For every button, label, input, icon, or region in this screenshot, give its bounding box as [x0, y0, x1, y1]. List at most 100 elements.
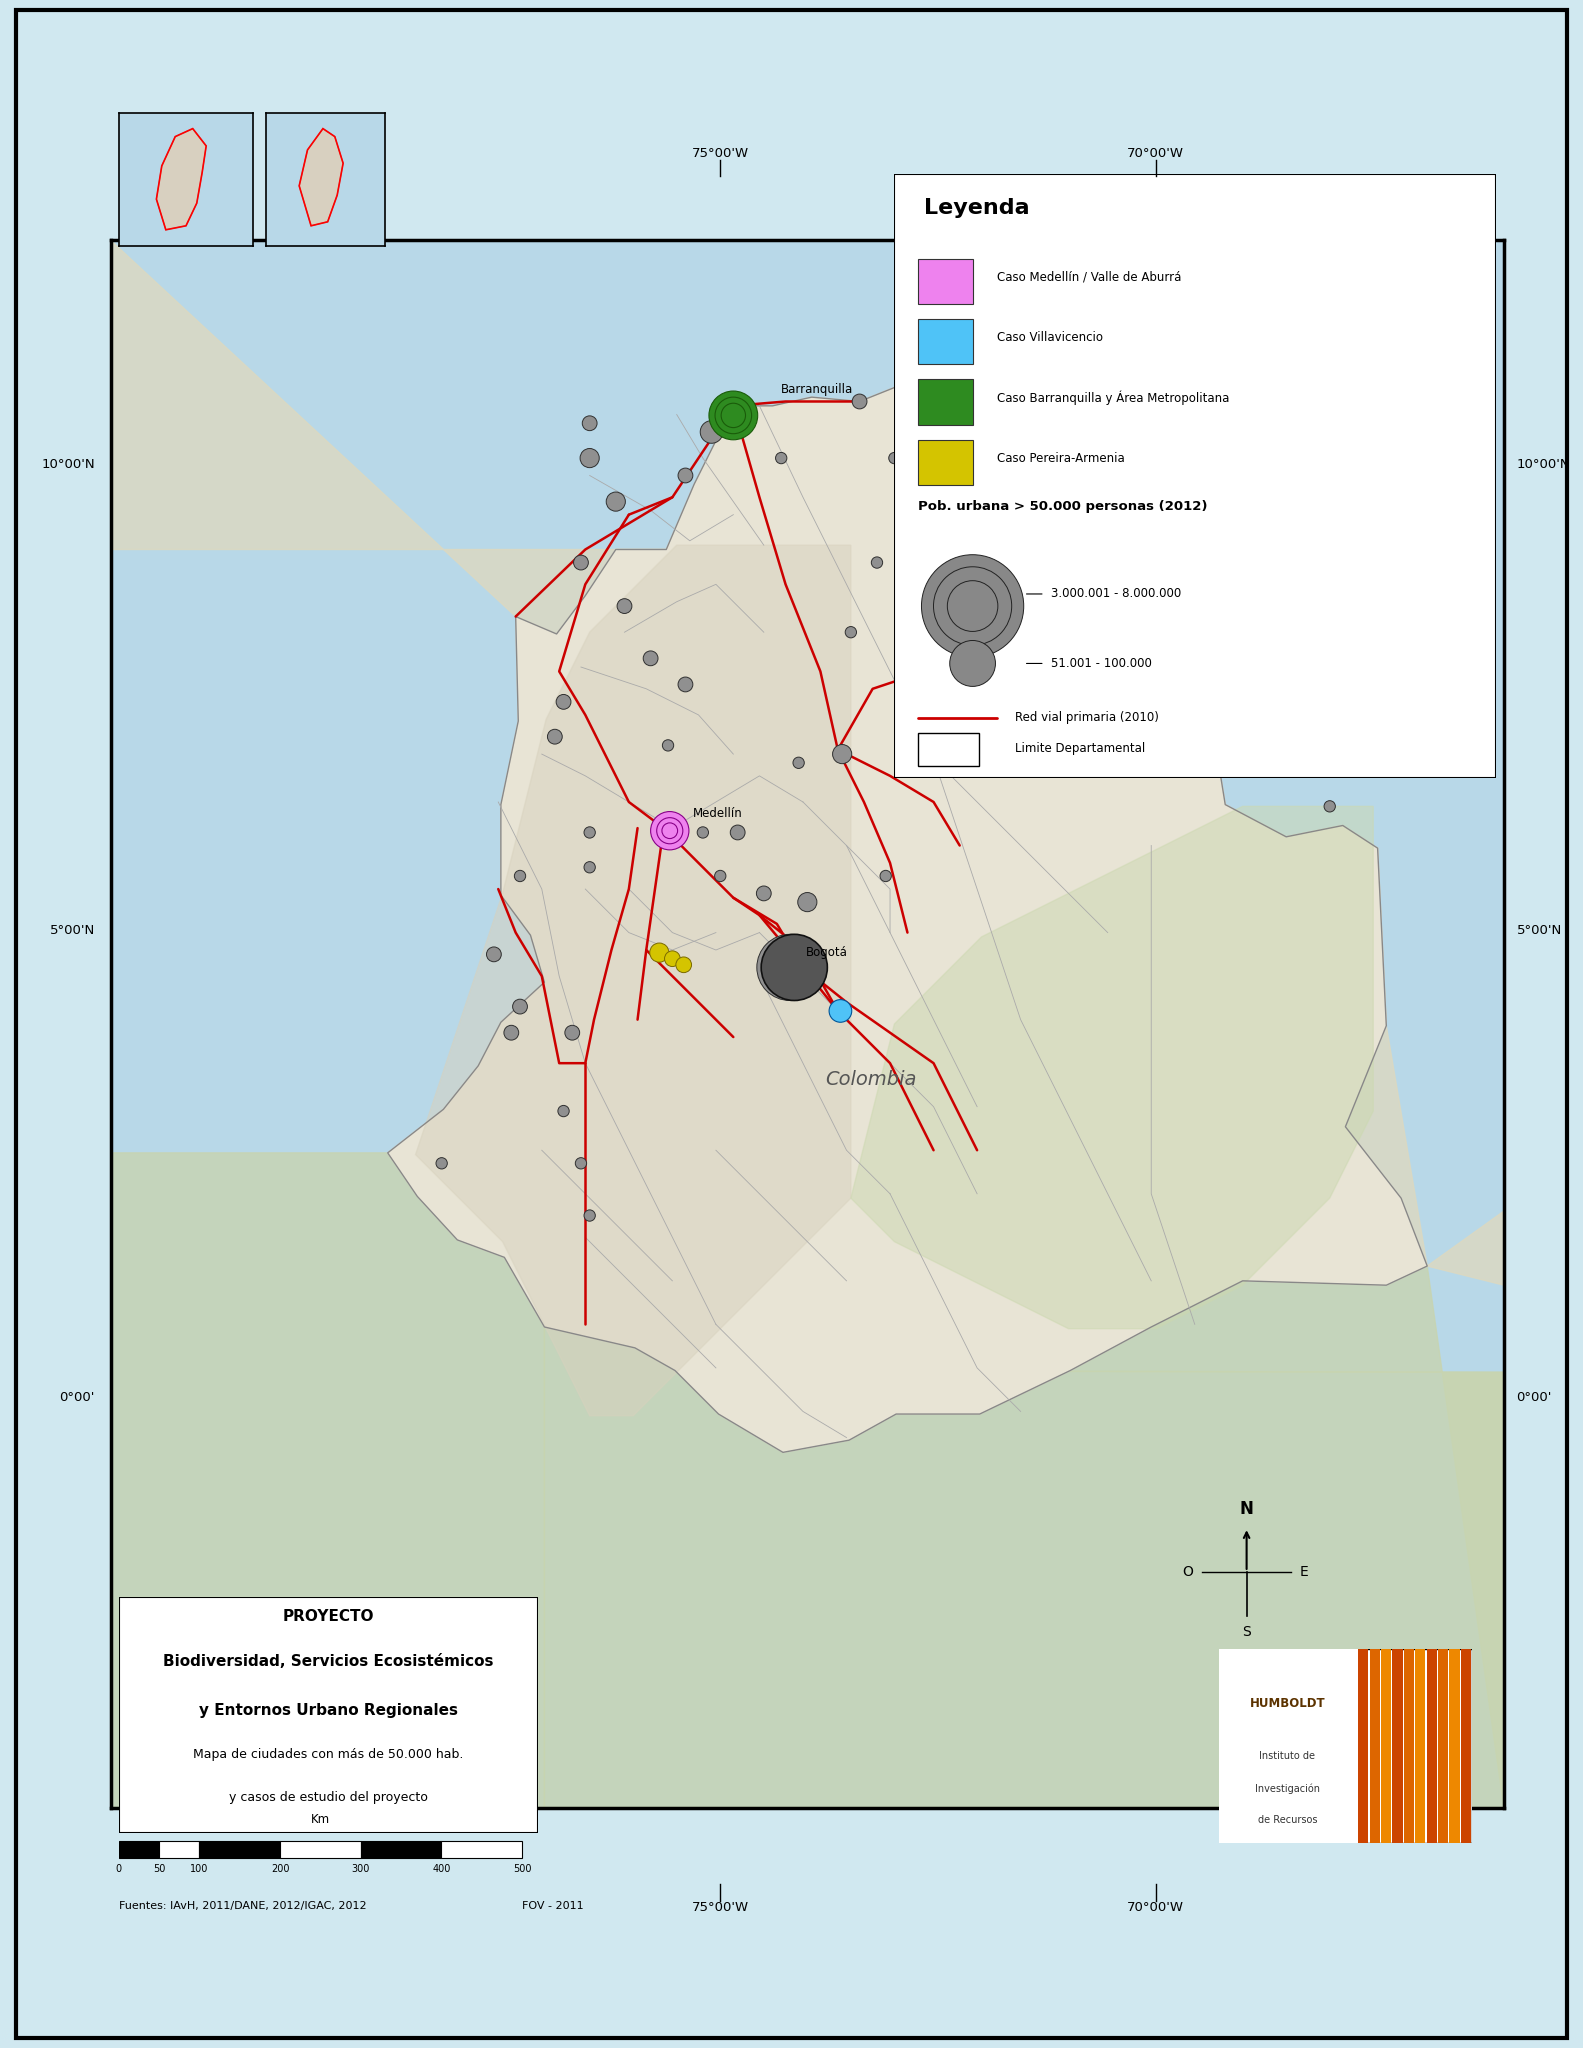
Circle shape: [793, 758, 804, 768]
Polygon shape: [388, 346, 1428, 1452]
Text: PROYECTO: PROYECTO: [283, 1610, 374, 1624]
Bar: [1450, 1649, 1460, 1843]
Text: E: E: [1300, 1565, 1309, 1579]
Polygon shape: [111, 240, 666, 635]
Text: 0: 0: [116, 1864, 122, 1874]
Text: Medellín: Medellín: [692, 807, 742, 819]
Text: 500: 500: [513, 1864, 532, 1874]
Circle shape: [975, 688, 988, 698]
Circle shape: [888, 453, 901, 463]
Text: 5°00'N: 5°00'N: [49, 924, 95, 938]
Circle shape: [923, 453, 953, 481]
Text: Instituto de: Instituto de: [1260, 1751, 1315, 1761]
Circle shape: [651, 811, 689, 850]
Circle shape: [662, 823, 678, 838]
Circle shape: [657, 817, 682, 844]
Circle shape: [583, 416, 597, 430]
Text: Bogotá: Bogotá: [806, 946, 847, 958]
Bar: [280, 1841, 361, 1858]
Text: S: S: [1243, 1626, 1251, 1638]
Bar: [1404, 1649, 1414, 1843]
Bar: [442, 1841, 522, 1858]
Circle shape: [1002, 678, 1013, 690]
Text: N: N: [1239, 1501, 1254, 1518]
Text: Fuentes: IAvH, 2011/DANE, 2012/IGAC, 2012: Fuentes: IAvH, 2011/DANE, 2012/IGAC, 201…: [119, 1901, 366, 1911]
FancyBboxPatch shape: [918, 733, 978, 766]
Text: Mapa de ciudades con más de 50.000 hab.: Mapa de ciudades con más de 50.000 hab.: [193, 1749, 464, 1761]
Bar: [1426, 1649, 1437, 1843]
Polygon shape: [852, 807, 1374, 1329]
Circle shape: [579, 449, 600, 467]
Circle shape: [573, 555, 589, 569]
Text: Caso Medellín / Valle de Aburrá: Caso Medellín / Valle de Aburrá: [997, 270, 1181, 283]
Bar: [1393, 1649, 1403, 1843]
Bar: [361, 1841, 442, 1858]
Bar: [158, 1841, 199, 1858]
Polygon shape: [157, 129, 206, 229]
Text: 400: 400: [432, 1864, 451, 1874]
Text: 10°00'N: 10°00'N: [1517, 457, 1570, 471]
Circle shape: [921, 555, 1024, 657]
Circle shape: [697, 827, 709, 838]
Bar: [1369, 1649, 1380, 1843]
Circle shape: [896, 678, 910, 692]
Circle shape: [606, 492, 625, 512]
FancyBboxPatch shape: [1219, 1649, 1358, 1843]
Circle shape: [1018, 365, 1032, 379]
Circle shape: [565, 1026, 579, 1040]
Text: 50: 50: [154, 1864, 165, 1874]
Circle shape: [557, 1106, 570, 1116]
Circle shape: [556, 694, 571, 709]
Circle shape: [575, 1157, 587, 1169]
Polygon shape: [860, 240, 1583, 1286]
Bar: [1461, 1649, 1471, 1843]
Circle shape: [972, 371, 991, 389]
Circle shape: [1323, 801, 1336, 811]
FancyBboxPatch shape: [918, 319, 972, 365]
Text: Leyenda: Leyenda: [924, 199, 1031, 219]
Polygon shape: [111, 1266, 1504, 1808]
Text: 200: 200: [271, 1864, 290, 1874]
Circle shape: [617, 598, 632, 614]
Circle shape: [678, 469, 693, 483]
Text: de Recursos: de Recursos: [1257, 1815, 1317, 1825]
FancyBboxPatch shape: [918, 379, 972, 424]
Circle shape: [798, 893, 817, 911]
Circle shape: [584, 1210, 595, 1221]
Text: 3.000.001 - 8.000.000: 3.000.001 - 8.000.000: [1051, 588, 1181, 600]
FancyBboxPatch shape: [894, 174, 1496, 778]
Bar: [119, 1841, 158, 1858]
Text: HUMBOLDT: HUMBOLDT: [1249, 1696, 1325, 1710]
Text: y Entornos Urbano Regionales: y Entornos Urbano Regionales: [199, 1704, 457, 1718]
FancyBboxPatch shape: [1219, 1649, 1472, 1843]
Circle shape: [932, 643, 943, 655]
Polygon shape: [111, 1153, 545, 1808]
Circle shape: [1061, 434, 1076, 449]
Text: 10°00'N: 10°00'N: [41, 457, 95, 471]
FancyBboxPatch shape: [119, 1597, 538, 1833]
Circle shape: [665, 950, 681, 967]
Bar: [199, 1841, 280, 1858]
Text: 75°00'W: 75°00'W: [692, 1901, 749, 1913]
Circle shape: [662, 739, 674, 752]
Text: Colombia: Colombia: [825, 1069, 917, 1090]
Circle shape: [435, 1157, 448, 1169]
Circle shape: [845, 627, 856, 637]
Circle shape: [548, 729, 562, 743]
Circle shape: [513, 999, 527, 1014]
Circle shape: [950, 641, 996, 686]
Circle shape: [871, 557, 883, 567]
Polygon shape: [299, 129, 344, 225]
Text: Caso Pereira-Armenia: Caso Pereira-Armenia: [997, 451, 1124, 465]
Text: Investigación: Investigación: [1255, 1784, 1320, 1794]
Text: Red vial primaria (2010): Red vial primaria (2010): [1015, 711, 1159, 725]
Bar: [1415, 1649, 1425, 1843]
Circle shape: [829, 999, 852, 1022]
Text: 5°00'N: 5°00'N: [1517, 924, 1562, 938]
Polygon shape: [416, 545, 852, 1415]
Circle shape: [722, 403, 746, 428]
FancyBboxPatch shape: [918, 258, 972, 303]
Text: 70°00'W: 70°00'W: [1127, 147, 1184, 160]
Text: Km: Km: [310, 1812, 329, 1825]
Circle shape: [514, 870, 526, 881]
